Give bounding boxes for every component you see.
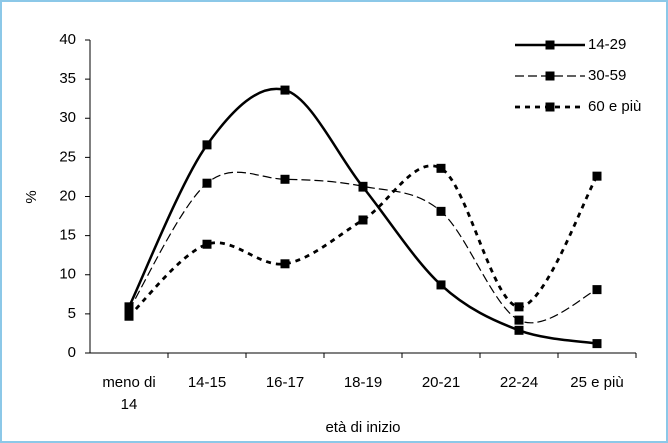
marker [124, 311, 134, 321]
series-line [128, 171, 598, 324]
x-tick-label: 16-17 [265, 374, 305, 391]
x-tick-label: 22-24 [499, 374, 539, 391]
marker [124, 305, 134, 315]
y-tick-label: 35 [59, 70, 76, 87]
x-tick-label: 20-21 [421, 374, 461, 391]
marker [280, 174, 290, 184]
y-axis-label: % [23, 190, 40, 203]
marker [436, 163, 446, 173]
y-tick-label: 25 [59, 148, 76, 165]
y-tick-label: 30 [59, 109, 76, 126]
y-tick-label: 10 [59, 266, 76, 283]
x-tick-label: 18-19 [343, 374, 383, 391]
legend-label: 14-29 [588, 36, 626, 53]
legend-label: 30-59 [588, 67, 626, 84]
marker [280, 85, 290, 95]
marker [592, 339, 602, 349]
marker [202, 239, 212, 249]
marker [592, 171, 602, 181]
x-tick-label: meno di 14 [102, 374, 156, 413]
y-tick-label: 5 [68, 305, 76, 322]
marker [202, 140, 212, 150]
marker [592, 285, 602, 295]
marker [514, 302, 524, 312]
x-tick-label: 14-15 [187, 374, 227, 391]
x-tick-label: 25 e più [570, 374, 624, 391]
marker [436, 280, 446, 290]
marker [514, 325, 524, 335]
legend-marker [545, 40, 555, 50]
legend-label: 60 e più [588, 98, 641, 115]
y-tick-label: 40 [59, 31, 76, 48]
marker [280, 259, 290, 269]
y-tick-label: 0 [68, 344, 76, 361]
series-line [127, 87, 598, 345]
y-tick-label: 15 [59, 227, 76, 244]
legend-marker [545, 71, 555, 81]
y-tick-label: 20 [59, 187, 76, 204]
legend-marker [545, 102, 555, 112]
x-axis-label: età di inizio [325, 419, 400, 436]
marker [358, 181, 368, 191]
marker [514, 315, 524, 325]
marker [202, 178, 212, 188]
marker [358, 215, 368, 225]
marker [436, 206, 446, 216]
